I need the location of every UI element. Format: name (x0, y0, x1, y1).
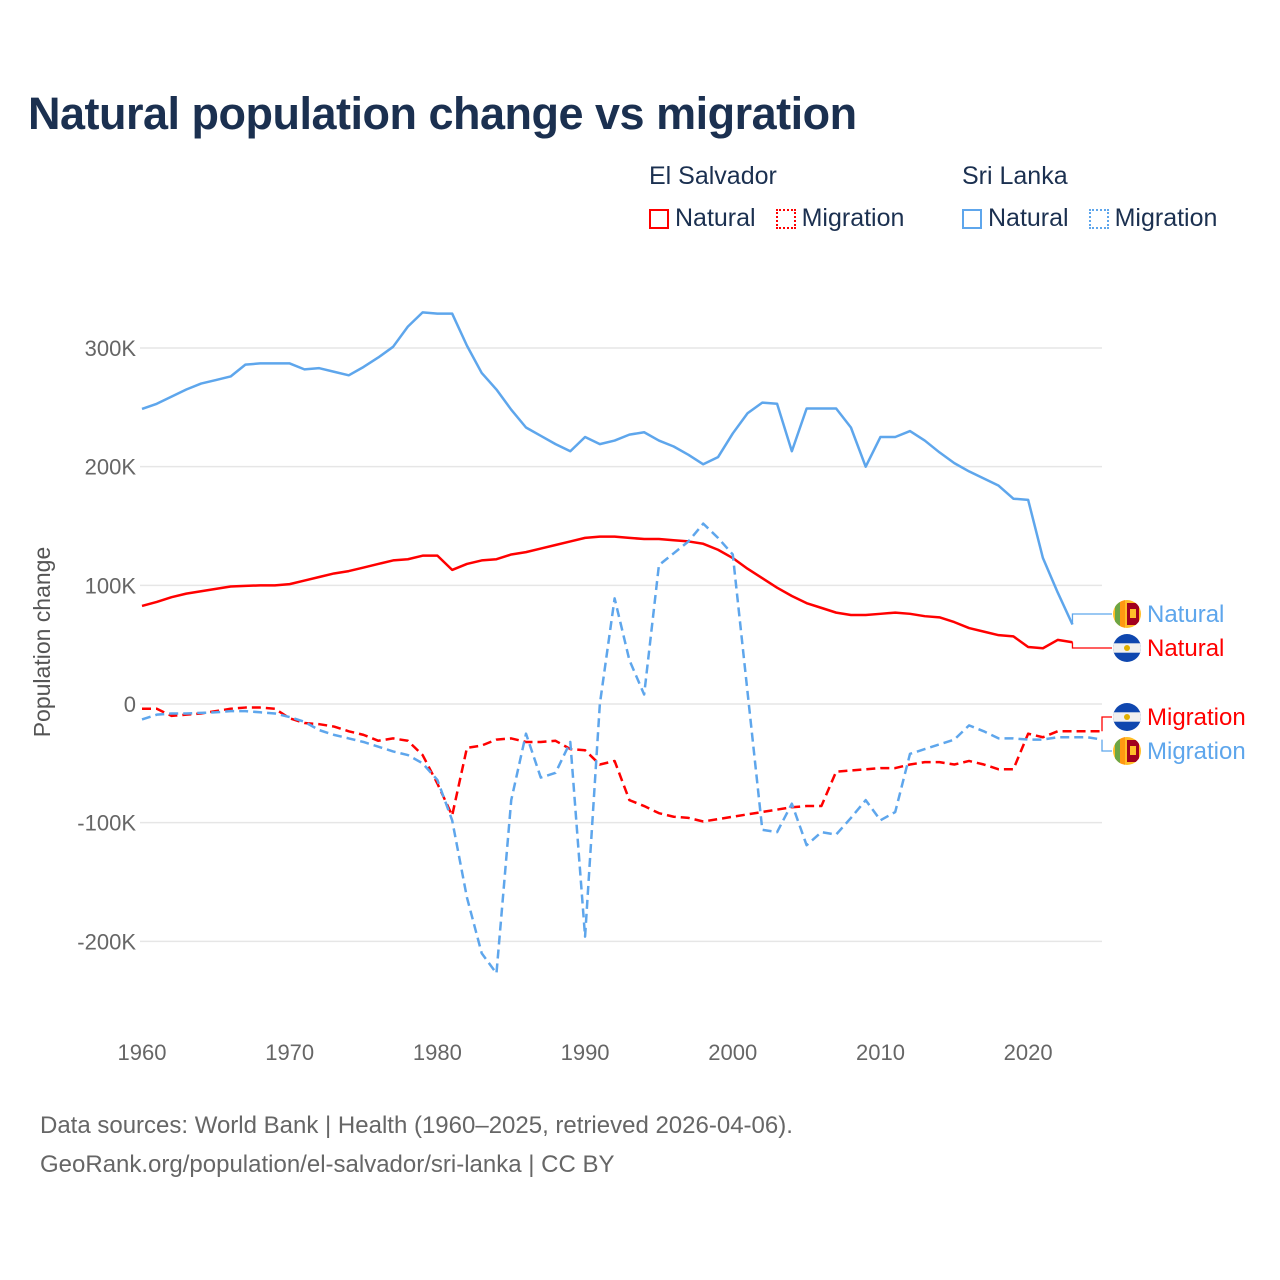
x-tick-label: 2020 (1004, 1040, 1053, 1065)
grid-lines (140, 347, 1102, 943)
legend-label: Migration (1114, 204, 1218, 232)
legend-item-el-salvador-migration[interactable]: Migration (775, 204, 905, 233)
chart-title: Natural population change vs migration (28, 88, 857, 139)
legend-country: El Salvador (649, 162, 777, 190)
end-label-el-salvador-migration: Migration (1147, 704, 1246, 731)
series-lines (141, 311, 1103, 975)
flag-emblem (1124, 714, 1130, 720)
y-tick-label: 300K (85, 336, 137, 361)
x-tick-label: 1990 (561, 1040, 610, 1065)
legend-item-el-salvador-natural[interactable]: Natural (649, 204, 756, 233)
x-tick-label: 1960 (118, 1040, 167, 1065)
legend-item-sri-lanka-natural[interactable]: Natural (962, 204, 1069, 233)
el-salvador-flag-icon (1113, 634, 1141, 662)
legend-group-el-salvador: El Salvador Natural Migration (649, 162, 924, 233)
label-connector (1071, 642, 1112, 649)
end-label-sri-lanka-natural: Natural (1147, 601, 1224, 628)
y-tick-label: 200K (85, 455, 137, 480)
flag-stripe (1115, 600, 1120, 628)
y-axis-ticks: -200K -100K 0 100K 200K 300K (77, 336, 136, 954)
x-tick-label: 2010 (856, 1040, 905, 1065)
flag-body (1113, 737, 1141, 765)
y-axis-label: Population change (29, 547, 55, 738)
flag-body (1113, 600, 1141, 628)
end-label-el-salvador-natural: Natural (1147, 635, 1224, 662)
series-line-sri-lanka-migration (141, 522, 1103, 975)
legend-group-sri-lanka: Sri Lanka Natural Migration (962, 162, 1237, 233)
x-tick-label: 1980 (413, 1040, 462, 1065)
legend-swatch-dotted (775, 208, 796, 229)
legend-label: Migration (801, 204, 905, 232)
label-connector (1101, 739, 1112, 752)
sri-lanka-flag-icon (1113, 600, 1141, 628)
y-tick-label: -100K (77, 811, 136, 836)
y-tick-label: -200K (77, 929, 136, 954)
flag-body (1113, 703, 1141, 731)
x-tick-label: 1970 (265, 1040, 314, 1065)
legend-swatch-solid (649, 208, 669, 229)
legend-label: Natural (988, 204, 1069, 232)
end-label-sri-lanka-migration: Migration (1147, 738, 1246, 765)
label-connector (1101, 716, 1112, 732)
legend-label: Natural (675, 204, 756, 232)
y-tick-label: 100K (85, 573, 137, 598)
legend-swatch-dotted (1088, 208, 1109, 229)
series-line-sri-lanka-natural (141, 311, 1074, 626)
legend-country: Sri Lanka (962, 162, 1068, 190)
source-link[interactable]: GeoRank.org/population/el-salvador/sri-l… (40, 1151, 615, 1178)
y-tick-label: 0 (124, 692, 136, 717)
data-sources-text: Data sources: World Bank | Health (1960–… (40, 1112, 793, 1139)
flag-stripe (1115, 737, 1120, 765)
series-line-el-salvador-migration (142, 706, 1102, 823)
flag-stripe (1120, 737, 1125, 765)
series-line-el-salvador-natural (141, 535, 1073, 650)
legend-swatch-solid (962, 208, 982, 229)
flag-emblem (1124, 645, 1130, 651)
end-labels: Natural Natural Migration Migration (1071, 600, 1246, 765)
legend-item-sri-lanka-migration[interactable]: Migration (1088, 204, 1218, 233)
flag-stripe (1120, 600, 1125, 628)
x-tick-label: 2000 (708, 1040, 757, 1065)
label-connector (1071, 613, 1112, 625)
x-axis-ticks: 1960 1970 1980 1990 2000 2010 2020 (118, 1040, 1053, 1065)
sri-lanka-flag-icon (1113, 737, 1141, 765)
el-salvador-flag-icon (1113, 703, 1141, 731)
flag-lion (1130, 746, 1136, 755)
flag-lion (1130, 609, 1136, 618)
footer: Data sources: World Bank | Health (1960–… (40, 1106, 793, 1184)
flag-body (1113, 634, 1141, 662)
